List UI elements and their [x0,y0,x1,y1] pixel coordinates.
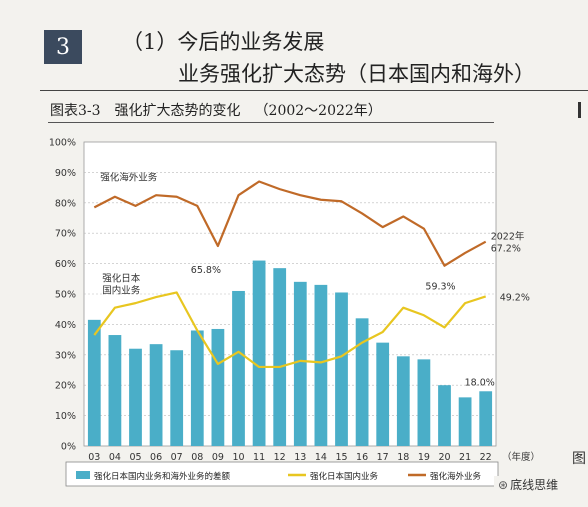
section-divider [40,90,588,91]
y-tick-label: 100% [49,138,76,149]
y-tick-label: 10% [55,411,76,422]
data-label-2009: 65.8% [191,265,221,276]
x-tick-label: 05 [129,452,141,463]
legend-label: 强化日本国内业务和海外业务的差额 [94,471,231,482]
y-tick-label: 20% [55,381,76,392]
x-tick-label: 14 [315,452,327,463]
bar [87,319,101,446]
domestic-line [93,291,487,369]
bar [190,330,204,446]
bar [458,397,472,446]
figure-period: （2002～2022年） [254,103,382,119]
data-label-2022-overseas: 67.2% [491,244,521,255]
figure-number: 图表3-3 [50,103,101,119]
figure-title: 强化扩大态势的变化 [114,103,241,119]
bar [376,342,390,446]
bar [232,290,245,446]
bar [149,344,163,446]
bar [273,268,287,446]
y-tick-label: 90% [55,168,76,179]
y-tick-label: 30% [55,350,76,361]
x-tick-label: 04 [109,452,121,463]
y-tick-label: 50% [55,290,76,301]
bar [479,391,493,446]
section-number-badge: 3 [44,30,82,64]
bar [438,385,451,446]
bar [293,281,307,446]
data-label-2020: 59.3% [425,282,455,293]
section-title: （1）今后的业务发展 [122,30,325,54]
section-subtitle: 业务强化扩大态势（日本国内和海外） [178,62,535,86]
bar [129,348,142,446]
figure-divider [48,122,494,123]
x-unit-label: （年度） [502,451,540,463]
legend-label: 强化日本国内业务 [310,471,379,482]
next-figure-edge-glyph: 图 [572,451,586,467]
x-tick-label: 16 [356,452,368,463]
bar [355,318,369,446]
watermark: ⊛ 底线思维 [494,476,563,493]
data-label-2022-domestic: 49.2% [500,292,530,303]
x-tick-label: 19 [418,452,430,463]
y-tick-label: 40% [55,320,76,331]
x-tick-label: 17 [377,452,389,463]
legend-swatch [76,471,90,479]
watermark-text: 底线思维 [510,478,559,492]
overseas-line [93,180,487,267]
legend-label: 强化海外业务 [430,471,482,482]
domestic-series-label: 强化日本 [102,273,141,285]
x-tick-label: 10 [232,452,244,463]
x-tick-label: 09 [212,452,224,463]
x-tick-label: 07 [171,452,183,463]
y-tick-label: 70% [55,229,76,240]
data-label-2022-overseas: 2022年 [491,231,525,243]
x-tick-label: 11 [253,452,265,463]
bar [211,328,225,446]
y-tick-label: 80% [55,198,76,209]
x-tick-label: 08 [191,452,203,463]
bar [108,335,122,446]
y-tick-label: 0% [61,442,76,453]
wechat-icon: ⊛ [498,478,509,492]
bar [314,284,328,446]
bar [170,350,184,446]
x-tick-label: 18 [397,452,409,463]
x-tick-label: 22 [480,452,492,463]
x-tick-label: 21 [459,452,471,463]
bar [396,356,410,446]
y-tick-label: 60% [55,259,76,270]
bar [417,359,431,446]
domestic-series-label: 国内业务 [102,285,141,297]
x-tick-label: 06 [150,452,162,463]
x-tick-label: 12 [274,452,286,463]
overseas-series-label: 强化海外业务 [100,171,158,183]
x-tick-label: 20 [438,452,450,463]
bar [335,292,348,446]
bar [252,260,266,446]
x-tick-label: 13 [294,452,306,463]
data-label-2022-gap: 18.0% [465,377,495,388]
next-figure-edge [578,102,581,118]
x-tick-label: 15 [335,452,347,463]
figure-caption: 图表3-3 强化扩大态势的变化 （2002～2022年） [50,100,382,120]
x-tick-label: 03 [88,452,100,463]
